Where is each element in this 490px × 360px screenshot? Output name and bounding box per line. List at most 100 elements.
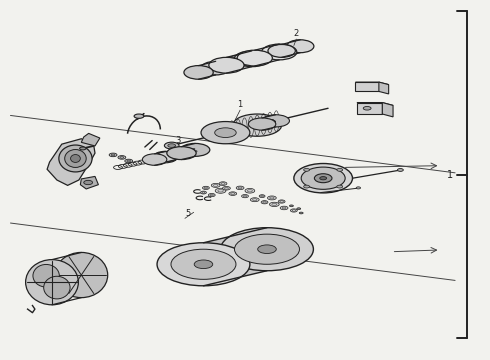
Ellipse shape bbox=[262, 44, 297, 60]
Ellipse shape bbox=[156, 152, 177, 162]
Ellipse shape bbox=[242, 194, 248, 198]
Polygon shape bbox=[181, 143, 195, 159]
Ellipse shape bbox=[79, 147, 86, 150]
Ellipse shape bbox=[280, 206, 288, 210]
Ellipse shape bbox=[120, 157, 124, 158]
Ellipse shape bbox=[235, 234, 299, 264]
Ellipse shape bbox=[229, 192, 237, 195]
Ellipse shape bbox=[220, 228, 314, 271]
Ellipse shape bbox=[109, 153, 117, 157]
Ellipse shape bbox=[125, 159, 133, 163]
Ellipse shape bbox=[194, 150, 197, 152]
Polygon shape bbox=[357, 103, 393, 105]
Ellipse shape bbox=[25, 260, 78, 305]
Ellipse shape bbox=[153, 151, 177, 163]
Ellipse shape bbox=[211, 183, 220, 187]
Ellipse shape bbox=[291, 209, 297, 212]
Ellipse shape bbox=[397, 168, 403, 171]
Ellipse shape bbox=[192, 153, 195, 154]
Ellipse shape bbox=[294, 163, 352, 193]
Polygon shape bbox=[355, 82, 389, 85]
Ellipse shape bbox=[118, 156, 126, 159]
Ellipse shape bbox=[194, 71, 203, 75]
Ellipse shape bbox=[168, 144, 175, 147]
Text: 5: 5 bbox=[185, 209, 191, 218]
Polygon shape bbox=[357, 103, 382, 114]
Ellipse shape bbox=[278, 200, 285, 203]
Polygon shape bbox=[382, 103, 393, 117]
Ellipse shape bbox=[258, 245, 276, 253]
Ellipse shape bbox=[168, 149, 190, 159]
Ellipse shape bbox=[237, 50, 272, 66]
Ellipse shape bbox=[71, 154, 80, 162]
Polygon shape bbox=[379, 82, 389, 94]
Polygon shape bbox=[262, 115, 276, 130]
Ellipse shape bbox=[143, 154, 167, 165]
Text: 2: 2 bbox=[294, 29, 299, 38]
Polygon shape bbox=[282, 40, 300, 57]
Ellipse shape bbox=[337, 168, 343, 171]
Ellipse shape bbox=[262, 115, 290, 127]
Ellipse shape bbox=[248, 118, 276, 130]
Ellipse shape bbox=[134, 114, 144, 118]
Polygon shape bbox=[81, 134, 100, 146]
Ellipse shape bbox=[290, 205, 294, 207]
Ellipse shape bbox=[297, 208, 301, 210]
Ellipse shape bbox=[222, 186, 230, 190]
Ellipse shape bbox=[127, 160, 131, 162]
Ellipse shape bbox=[245, 188, 255, 193]
Ellipse shape bbox=[315, 174, 332, 183]
Ellipse shape bbox=[192, 148, 195, 150]
Ellipse shape bbox=[270, 202, 279, 207]
Ellipse shape bbox=[187, 147, 190, 149]
Ellipse shape bbox=[287, 40, 314, 53]
Ellipse shape bbox=[234, 51, 270, 67]
Ellipse shape bbox=[59, 145, 92, 172]
Ellipse shape bbox=[268, 196, 276, 200]
Ellipse shape bbox=[233, 114, 282, 136]
Polygon shape bbox=[355, 82, 379, 91]
Ellipse shape bbox=[337, 185, 343, 188]
Ellipse shape bbox=[194, 260, 213, 269]
Ellipse shape bbox=[33, 265, 59, 287]
Ellipse shape bbox=[84, 180, 93, 185]
Ellipse shape bbox=[301, 167, 345, 189]
Ellipse shape bbox=[202, 186, 209, 189]
Ellipse shape bbox=[157, 243, 250, 286]
Ellipse shape bbox=[268, 44, 295, 57]
Ellipse shape bbox=[55, 252, 108, 298]
Ellipse shape bbox=[184, 66, 213, 79]
Polygon shape bbox=[47, 139, 95, 185]
Polygon shape bbox=[167, 149, 179, 162]
Ellipse shape bbox=[182, 153, 185, 154]
Ellipse shape bbox=[171, 249, 236, 279]
Text: 1: 1 bbox=[238, 100, 243, 109]
Polygon shape bbox=[255, 44, 279, 66]
Ellipse shape bbox=[236, 186, 244, 190]
Ellipse shape bbox=[356, 187, 361, 189]
Ellipse shape bbox=[215, 188, 226, 193]
Text: 1: 1 bbox=[446, 170, 453, 180]
Ellipse shape bbox=[209, 57, 244, 73]
Ellipse shape bbox=[261, 201, 268, 204]
Ellipse shape bbox=[65, 149, 86, 167]
Ellipse shape bbox=[167, 147, 196, 159]
Ellipse shape bbox=[44, 276, 70, 299]
Ellipse shape bbox=[200, 191, 206, 194]
Ellipse shape bbox=[304, 168, 310, 171]
Ellipse shape bbox=[180, 143, 210, 156]
Polygon shape bbox=[226, 51, 252, 73]
Polygon shape bbox=[198, 61, 216, 79]
Ellipse shape bbox=[304, 185, 310, 188]
Ellipse shape bbox=[215, 128, 236, 138]
Ellipse shape bbox=[201, 61, 230, 75]
Ellipse shape bbox=[164, 142, 179, 149]
Ellipse shape bbox=[259, 195, 265, 198]
Polygon shape bbox=[203, 228, 267, 286]
Ellipse shape bbox=[320, 177, 327, 180]
Ellipse shape bbox=[299, 212, 303, 214]
Text: 3: 3 bbox=[175, 136, 181, 145]
Ellipse shape bbox=[182, 148, 185, 150]
Polygon shape bbox=[80, 176, 98, 189]
Ellipse shape bbox=[219, 182, 227, 185]
